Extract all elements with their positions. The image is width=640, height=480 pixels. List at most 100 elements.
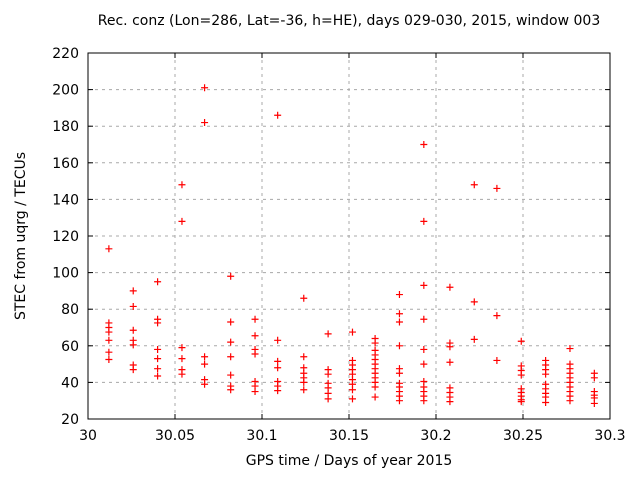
data-point-marker: [324, 330, 332, 338]
data-point-marker: [227, 353, 235, 361]
data-point-marker: [251, 315, 259, 323]
data-point-marker: [517, 371, 525, 379]
data-point-marker: [201, 360, 209, 368]
data-point-marker: [129, 302, 137, 310]
data-point-marker: [348, 328, 356, 336]
data-point-marker: [227, 338, 235, 346]
data-point-marker: [590, 399, 598, 407]
data-point-marker: [420, 217, 428, 225]
data-point-marker: [227, 318, 235, 326]
x-tick-label: 30.2: [420, 428, 451, 444]
data-point-marker: [395, 310, 403, 318]
data-point-marker: [542, 370, 550, 378]
data-point-marker: [446, 358, 454, 366]
data-point-marker: [154, 365, 162, 373]
data-point-marker: [371, 339, 379, 347]
data-point-marker: [470, 335, 478, 343]
data-point-marker: [348, 395, 356, 403]
data-point-marker: [227, 272, 235, 280]
y-tick-label: 220: [52, 46, 79, 62]
data-point-marker: [420, 360, 428, 368]
data-point-marker: [201, 353, 209, 361]
data-point-marker: [251, 332, 259, 340]
data-point-marker: [274, 111, 282, 119]
y-tick-label: 100: [52, 266, 79, 282]
data-point-marker: [566, 397, 574, 405]
data-point-marker: [300, 378, 308, 386]
data-point-marker: [105, 348, 113, 356]
data-point-marker: [178, 217, 186, 225]
data-point-marker: [129, 341, 137, 349]
data-point-marker: [129, 326, 137, 334]
x-tick-label: 30.05: [155, 428, 195, 444]
data-point-marker: [129, 287, 137, 295]
data-point-marker: [566, 345, 574, 353]
data-point-marker: [178, 181, 186, 189]
data-point-marker: [371, 393, 379, 401]
x-axis-title: GPS time / Days of year 2015: [245, 453, 453, 469]
data-point-marker: [470, 181, 478, 189]
data-point-marker: [517, 398, 525, 406]
y-tick-label: 120: [52, 229, 79, 245]
data-point-marker: [420, 397, 428, 405]
data-point-marker: [395, 291, 403, 299]
data-point-marker: [274, 357, 282, 365]
data-point-marker: [395, 369, 403, 377]
data-point-marker: [201, 380, 209, 388]
data-point-marker: [178, 355, 186, 363]
data-point-marker: [274, 336, 282, 344]
data-point-marker: [154, 355, 162, 363]
y-tick-label: 180: [52, 119, 79, 135]
data-point-marker: [105, 328, 113, 336]
data-point-marker: [154, 345, 162, 353]
data-point-marker: [201, 119, 209, 127]
data-point-marker: [493, 356, 501, 364]
x-tick-label: 30.15: [329, 428, 369, 444]
data-point-marker: [395, 318, 403, 326]
data-point-marker: [420, 141, 428, 148]
data-point-marker: [493, 312, 501, 320]
x-tick-label: 30: [79, 428, 97, 444]
data-point-marker: [420, 281, 428, 289]
data-point-marker: [420, 345, 428, 353]
data-point-marker: [154, 278, 162, 286]
y-tick-label: 160: [52, 156, 79, 172]
y-tick-label: 200: [52, 83, 79, 99]
data-point-marker: [493, 184, 501, 192]
data-point-marker: [348, 386, 356, 394]
data-point-marker: [274, 364, 282, 372]
y-tick-label: 20: [61, 412, 79, 428]
data-point-marker: [446, 283, 454, 291]
data-point-marker: [227, 386, 235, 394]
data-point-marker: [227, 371, 235, 379]
data-point-marker: [251, 350, 259, 358]
data-point-marker: [300, 386, 308, 394]
data-point-marker: [300, 353, 308, 361]
data-point-marker: [154, 319, 162, 327]
data-point-marker: [446, 343, 454, 351]
data-point-marker: [251, 388, 259, 396]
data-point-marker: [395, 397, 403, 405]
y-tick-label: 40: [61, 375, 79, 391]
y-tick-label: 60: [61, 339, 79, 355]
data-point-marker: [542, 399, 550, 407]
data-point-marker: [105, 336, 113, 344]
x-tick-label: 30.25: [503, 428, 543, 444]
y-tick-label: 140: [52, 192, 79, 208]
data-point-marker: [154, 372, 162, 380]
data-point-marker: [129, 366, 137, 374]
data-point-marker: [395, 342, 403, 350]
data-point-marker: [517, 337, 525, 345]
chart-title: Rec. conz (Lon=286, Lat=-36, h=HE), days…: [97, 13, 601, 29]
data-point-marker: [324, 370, 332, 378]
x-tick-label: 30.3: [594, 428, 625, 444]
data-point-marker: [371, 383, 379, 391]
data-point-marker: [274, 387, 282, 395]
data-point-marker: [201, 84, 209, 92]
data-point-marker: [324, 395, 332, 403]
data-point-marker: [178, 344, 186, 352]
data-point-marker: [590, 374, 598, 382]
data-point-marker: [105, 356, 113, 364]
